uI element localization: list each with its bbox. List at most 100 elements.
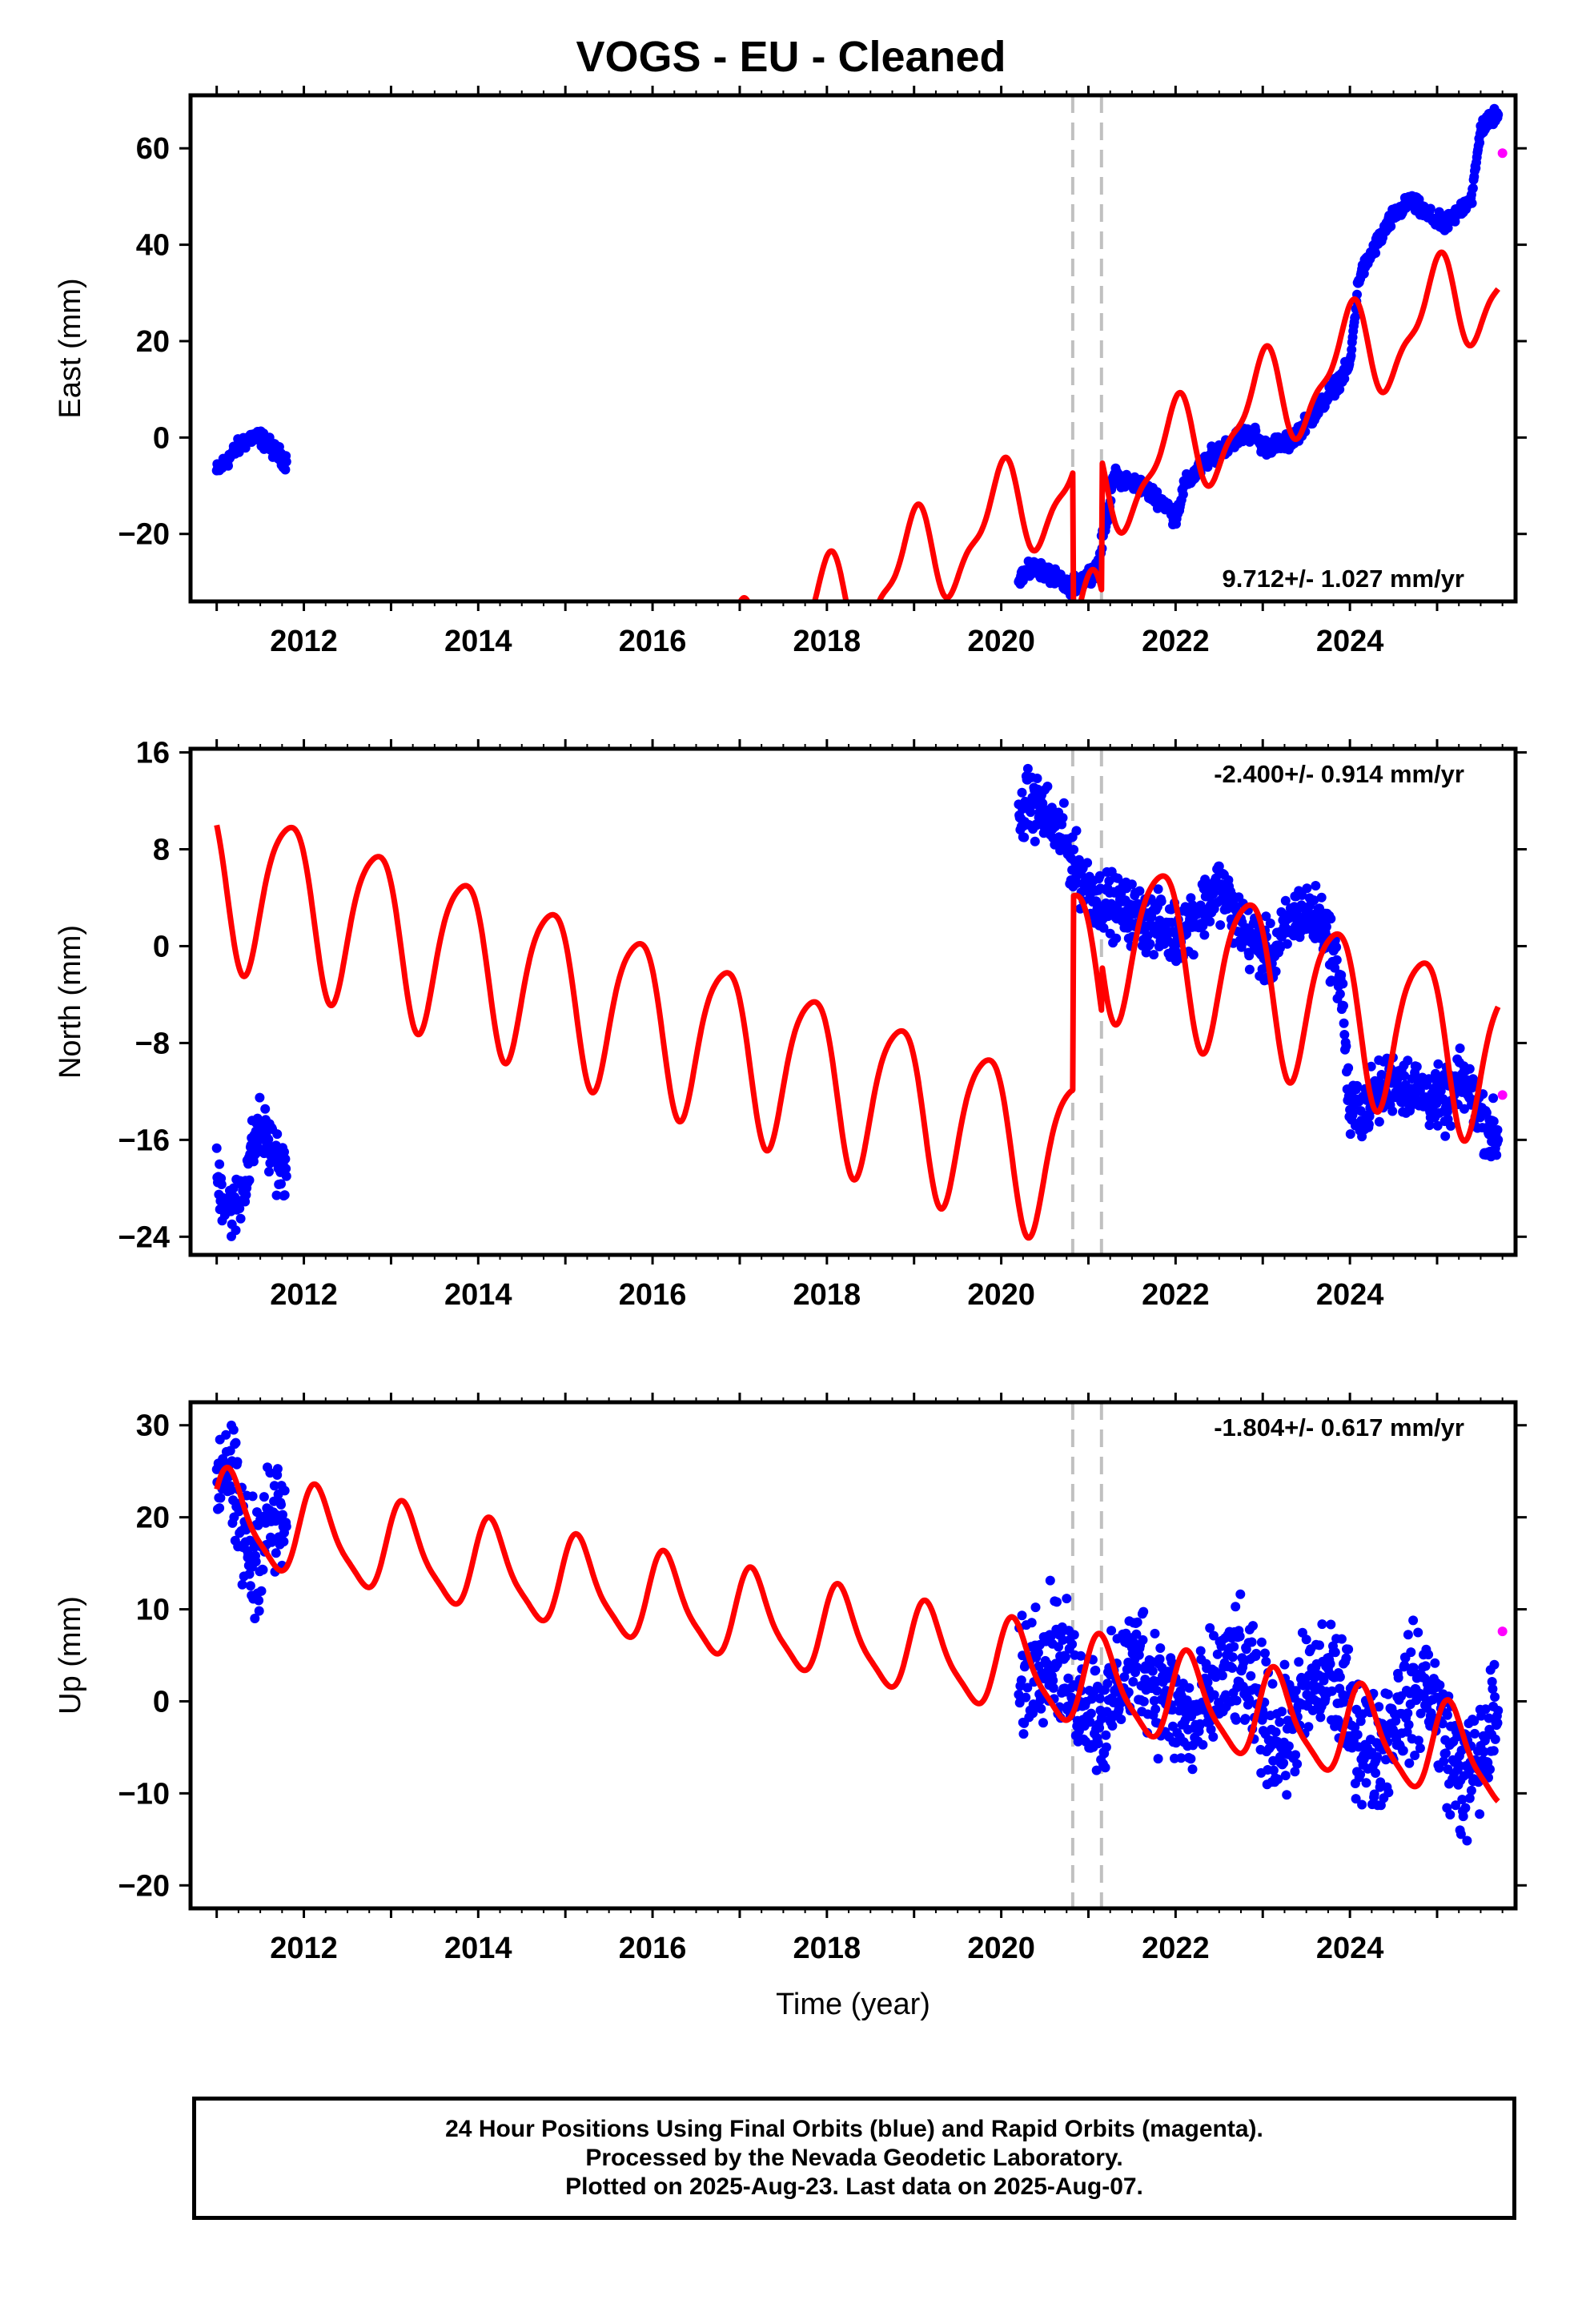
- final-point: [1019, 832, 1030, 842]
- final-point: [1138, 1606, 1149, 1617]
- final-point: [1466, 1785, 1476, 1795]
- final-point: [1488, 1093, 1499, 1104]
- final-point: [1352, 1080, 1362, 1091]
- final-point: [1458, 1811, 1468, 1822]
- final-point: [1094, 1693, 1105, 1703]
- final-point: [255, 1092, 265, 1103]
- final-point: [1256, 1637, 1267, 1647]
- final-point: [221, 1429, 231, 1440]
- final-point: [1214, 861, 1224, 871]
- x-tick-label: 2022: [1142, 1278, 1210, 1312]
- final-point: [1153, 1754, 1163, 1764]
- final-point: [1341, 1653, 1351, 1663]
- final-point: [1452, 1731, 1463, 1742]
- final-point: [1355, 1769, 1366, 1779]
- final-point: [281, 1171, 291, 1181]
- final-point: [1339, 1697, 1349, 1707]
- final-point: [1335, 1672, 1345, 1682]
- y-tick-label: 16: [136, 737, 170, 770]
- final-point: [1311, 881, 1321, 891]
- final-point: [1107, 1721, 1118, 1731]
- x-tick-label: 2012: [270, 1278, 338, 1312]
- final-point: [1338, 1690, 1348, 1700]
- caption-line-2: Processed by the Nevada Geodetic Laborat…: [585, 2145, 1123, 2171]
- final-point: [1479, 1747, 1489, 1757]
- final-point: [1048, 1675, 1058, 1686]
- final-point: [1331, 942, 1342, 952]
- final-point: [1338, 979, 1348, 989]
- final-point: [1178, 489, 1188, 500]
- final-point: [256, 1586, 267, 1596]
- final-point: [1227, 1663, 1238, 1673]
- final-point: [272, 1464, 283, 1474]
- final-point: [1408, 1615, 1419, 1626]
- final-point: [1126, 879, 1137, 890]
- final-point: [1403, 1719, 1414, 1730]
- y-tick-label: −24: [118, 1220, 170, 1254]
- final-point: [211, 1143, 222, 1153]
- x-axis-label: Time (year): [776, 1988, 930, 2021]
- final-point: [1153, 884, 1163, 895]
- final-point: [1493, 1705, 1504, 1715]
- final-point: [1188, 950, 1199, 960]
- final-point: [1277, 1707, 1287, 1717]
- final-point: [1016, 1675, 1026, 1686]
- final-point: [1315, 1712, 1326, 1723]
- final-point: [281, 1522, 291, 1532]
- caption-line-3: Plotted on 2025-Aug-23. Last data on 202…: [565, 2173, 1143, 2200]
- rapid-orbit-point: [1497, 1626, 1508, 1637]
- velocity-annotation: -1.804+/- 0.617 mm/yr: [1214, 1413, 1464, 1441]
- final-point: [1460, 1104, 1469, 1114]
- final-point: [1383, 1787, 1394, 1798]
- y-tick-label: −10: [118, 1777, 170, 1811]
- final-point: [1282, 939, 1292, 949]
- final-point: [1134, 886, 1145, 896]
- final-point: [1206, 1724, 1216, 1735]
- final-point: [1063, 1673, 1074, 1683]
- final-point: [1469, 1716, 1480, 1726]
- panel-north: 2012 2014 2016 2018 2020 2022 2024 −24 −16 −8 0 8 16…: [54, 737, 1527, 1312]
- final-point: [1221, 1690, 1231, 1700]
- final-point: [1475, 1809, 1485, 1819]
- final-point: [1489, 1659, 1500, 1670]
- model-fit-line: [214, 1464, 1500, 1803]
- final-point: [1247, 1637, 1257, 1647]
- final-point: [1094, 1723, 1105, 1733]
- final-point: [1393, 1673, 1403, 1683]
- final-point: [1030, 836, 1040, 846]
- final-point: [1464, 1793, 1475, 1803]
- final-point: [1048, 1683, 1058, 1693]
- final-point: [215, 1503, 225, 1514]
- x-tick-label: 2024: [1316, 1932, 1384, 1965]
- final-point: [1098, 923, 1109, 933]
- final-point: [1467, 198, 1477, 208]
- final-point: [1082, 858, 1093, 868]
- final-point: [1345, 1129, 1355, 1140]
- final-point: [276, 1499, 286, 1510]
- final-point: [1186, 1754, 1196, 1764]
- final-point: [1030, 1602, 1041, 1613]
- final-point: [279, 1486, 290, 1496]
- final-point: [1493, 1135, 1504, 1145]
- final-point: [1132, 1662, 1142, 1672]
- final-point: [1132, 1617, 1142, 1627]
- final-point: [244, 1569, 255, 1579]
- final-point: [259, 1492, 269, 1502]
- final-point: [1086, 1708, 1096, 1719]
- final-point: [1280, 895, 1291, 906]
- final-point: [232, 1457, 243, 1467]
- final-point: [1336, 970, 1347, 980]
- final-point: [1026, 807, 1036, 818]
- final-point: [1375, 1777, 1386, 1787]
- final-point: [1325, 1659, 1335, 1669]
- final-point: [1227, 1652, 1238, 1663]
- final-point: [1484, 1713, 1494, 1723]
- final-point: [1215, 920, 1226, 931]
- final-point: [1069, 845, 1079, 854]
- y-tick-label: −16: [118, 1124, 170, 1157]
- rapid-orbit-point: [1497, 148, 1508, 159]
- final-point: [1446, 1121, 1456, 1131]
- final-point: [1374, 1116, 1384, 1127]
- final-point: [1231, 1715, 1241, 1725]
